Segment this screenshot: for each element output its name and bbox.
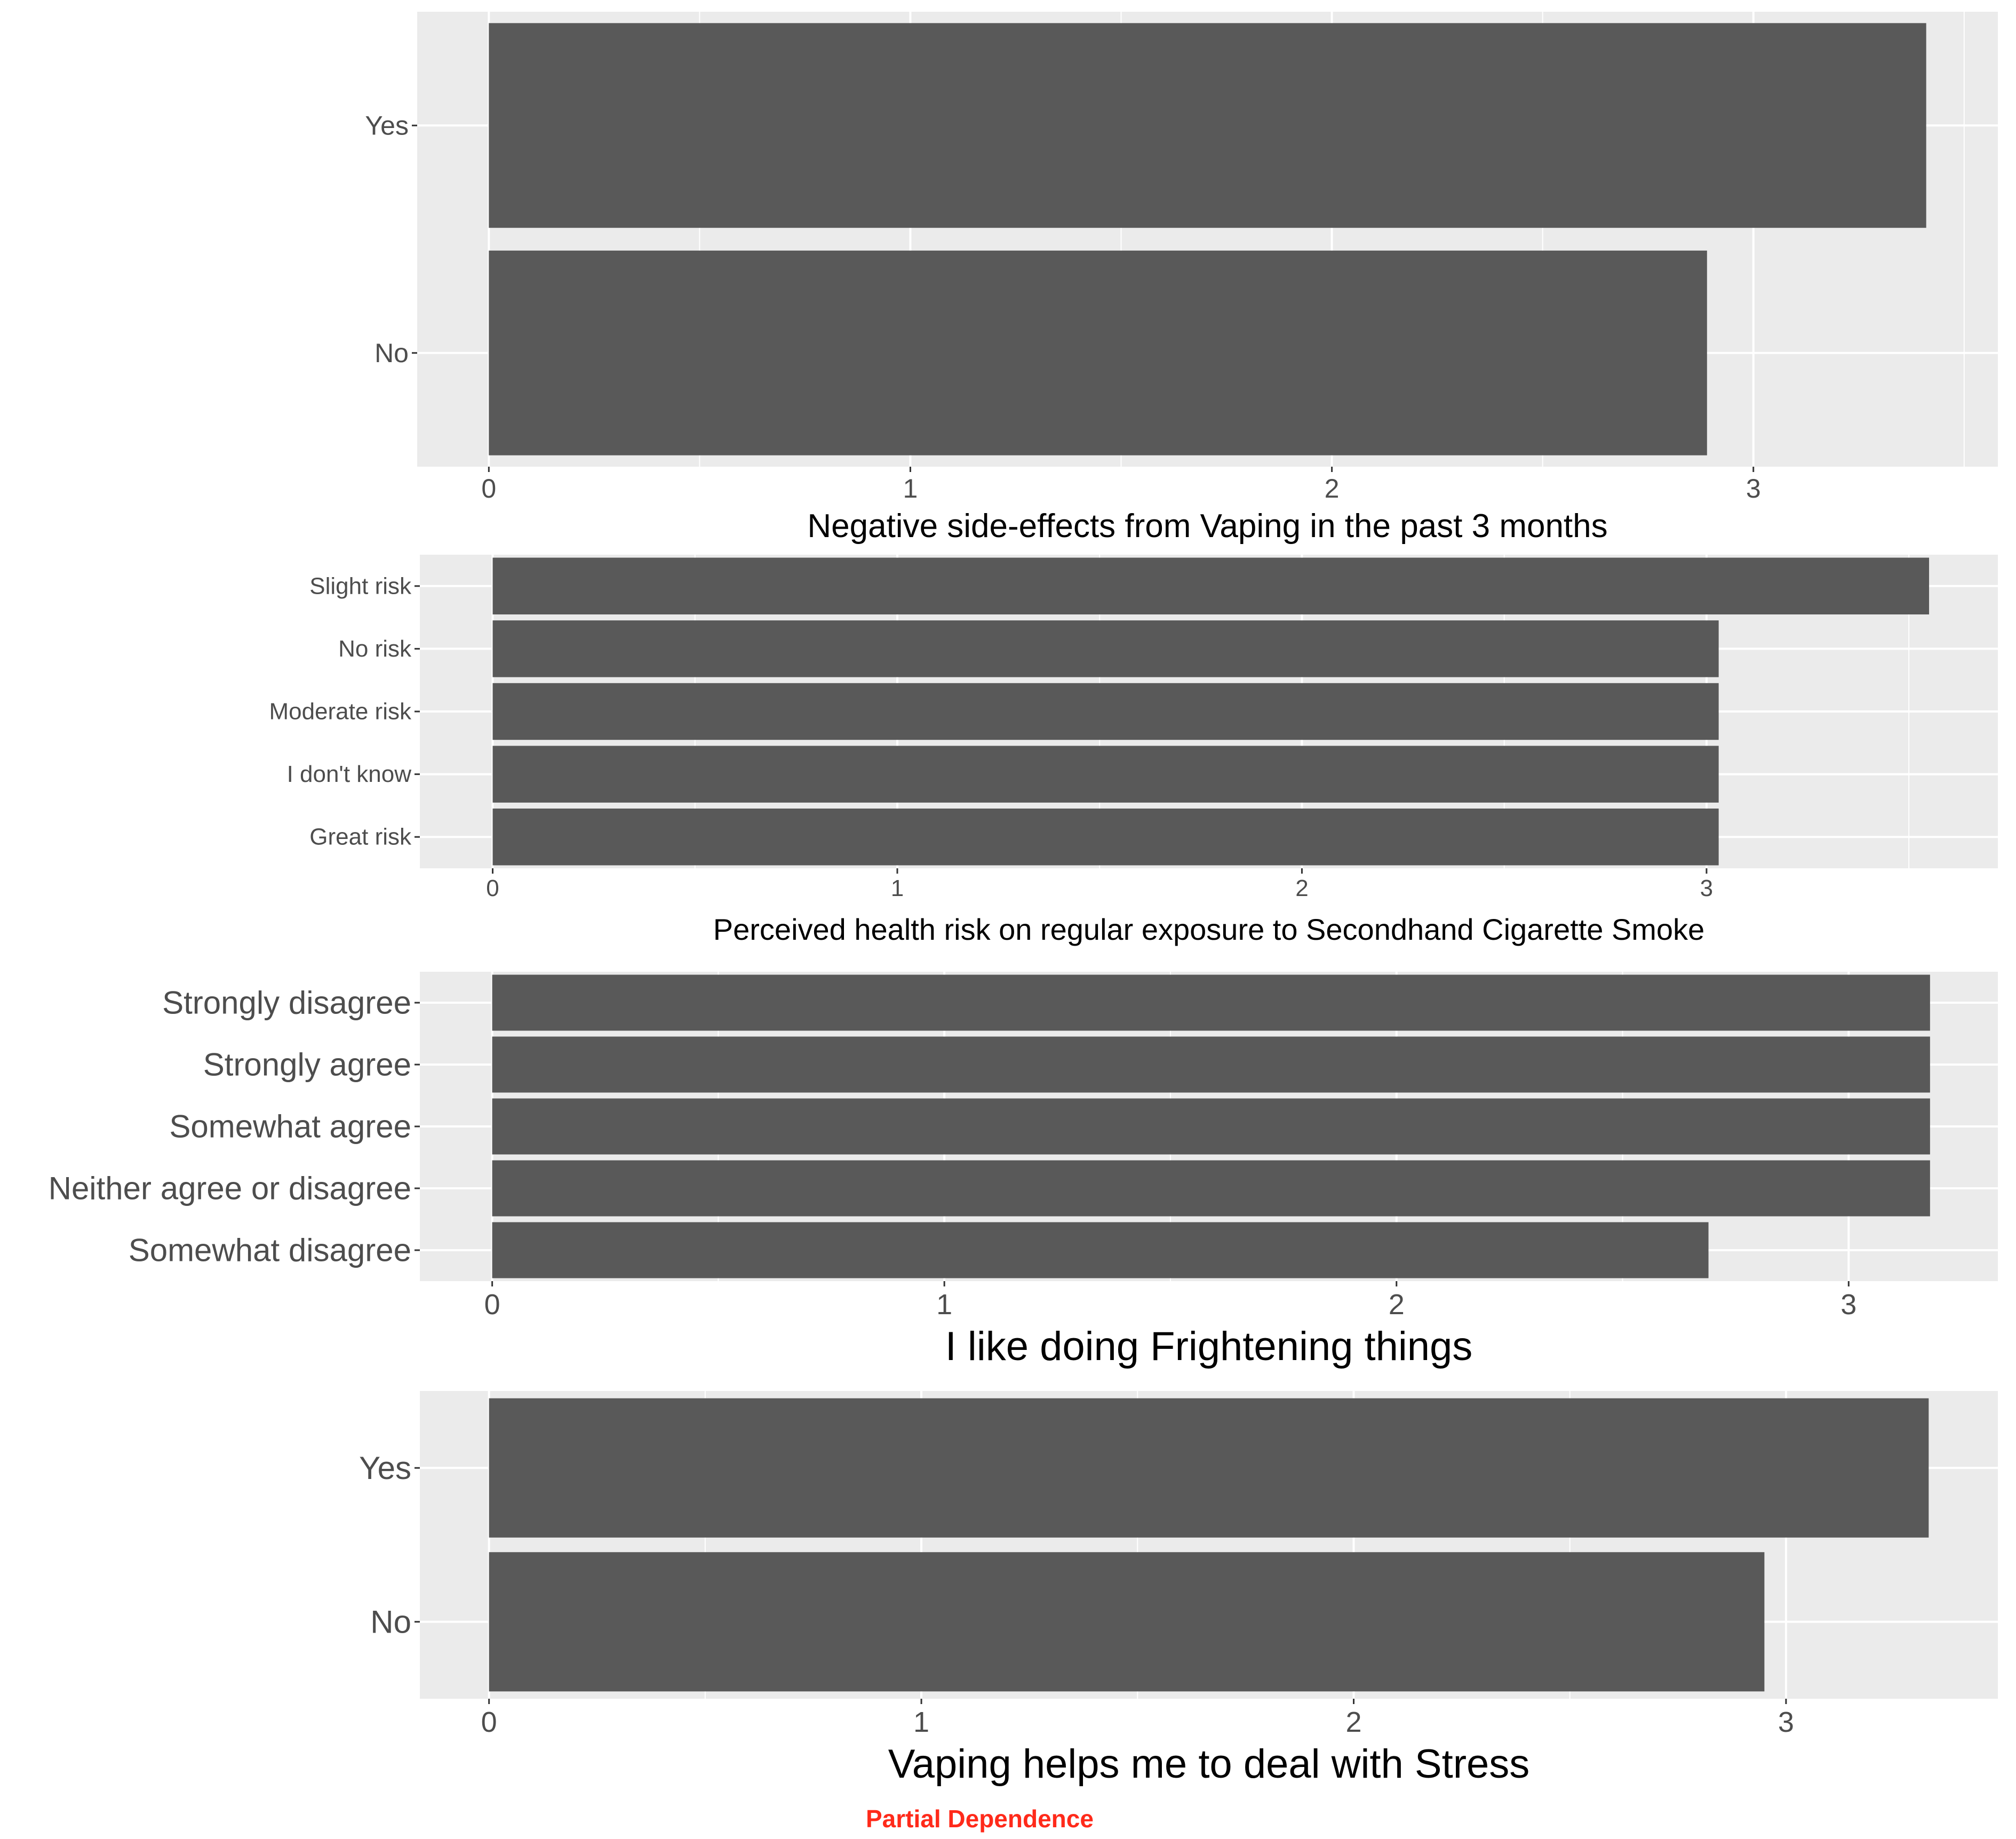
x-axis-title: Negative side-effects from Vaping in the… bbox=[807, 508, 1607, 545]
x-tick-label: 3 bbox=[1746, 474, 1761, 503]
chart-panel-2: Slight risk No risk Moderate risk I don't k… bbox=[269, 555, 1998, 946]
x-tick-label: 0 bbox=[481, 1706, 497, 1738]
y-tick-label: Neither agree or disagree bbox=[49, 1171, 411, 1206]
bar-strongly-agree bbox=[492, 1036, 1930, 1093]
x-tick-label: 0 bbox=[486, 875, 499, 901]
x-tick-label: 0 bbox=[481, 474, 496, 503]
bar-moderate-risk bbox=[492, 683, 1719, 740]
bar-no-risk bbox=[492, 620, 1719, 677]
y-tick-label: Great risk bbox=[309, 824, 412, 850]
y-tick-label: No bbox=[370, 1604, 411, 1640]
bar-yes bbox=[489, 23, 1926, 228]
y-tick-label: Yes bbox=[359, 1450, 411, 1486]
bar-somewhat-disagree bbox=[492, 1222, 1709, 1278]
x-tick-label: 3 bbox=[1778, 1706, 1794, 1738]
y-tick-label: Yes bbox=[365, 110, 409, 140]
bar-i-don-t-know bbox=[492, 746, 1719, 803]
bar-slight-risk bbox=[492, 557, 1930, 615]
bar-yes bbox=[489, 1398, 1929, 1538]
x-tick-label: 0 bbox=[484, 1289, 500, 1321]
chart-panel-1: Yes No 0 1 2 3 Negative side-effects from Vapi… bbox=[365, 12, 1998, 545]
y-tick-label: Strongly disagree bbox=[162, 985, 411, 1021]
y-tick-label: Somewhat agree bbox=[169, 1109, 411, 1145]
x-tick-label: 2 bbox=[1389, 1289, 1405, 1321]
x-tick-label: 2 bbox=[1345, 1706, 1361, 1738]
bar-strongly-disagree bbox=[492, 974, 1930, 1031]
x-tick-label: 1 bbox=[936, 1289, 952, 1321]
bar-neither-agree-or-disagree bbox=[492, 1160, 1930, 1217]
bar-great-risk bbox=[492, 808, 1719, 866]
x-tick-label: 3 bbox=[1840, 1289, 1856, 1321]
x-axis-title: Perceived health risk on regular exposur… bbox=[713, 913, 1704, 946]
x-axis-title: Vaping helps me to deal with Stress bbox=[888, 1741, 1530, 1787]
bar-no bbox=[489, 1552, 1765, 1692]
y-tick-label: Moderate risk bbox=[269, 699, 412, 725]
y-tick-label: Strongly agree bbox=[203, 1047, 411, 1083]
x-tick-label: 2 bbox=[1295, 875, 1308, 901]
x-tick-label: 2 bbox=[1325, 474, 1340, 503]
x-tick-label: 1 bbox=[903, 474, 918, 503]
chart-panel-4: Yes No 0 1 2 3 Vaping helps me to deal with St… bbox=[359, 1391, 1998, 1787]
y-tick-label: No risk bbox=[338, 636, 412, 662]
x-tick-label: 1 bbox=[891, 875, 904, 901]
x-tick-label: 1 bbox=[913, 1706, 929, 1738]
x-tick-label: 3 bbox=[1700, 875, 1713, 901]
y-tick-label: Slight risk bbox=[309, 573, 412, 599]
bar-somewhat-agree bbox=[492, 1098, 1930, 1155]
bar-no bbox=[489, 250, 1707, 455]
y-tick-label: Somewhat disagree bbox=[129, 1233, 411, 1268]
y-tick-label: I don't know bbox=[287, 761, 412, 787]
y-tick-label: No bbox=[374, 338, 409, 368]
footer-label: Partial Dependence bbox=[866, 1805, 1094, 1833]
x-axis-title: I like doing Frightening things bbox=[945, 1324, 1473, 1369]
chart-panel-3: Strongly disagree Strongly agree Somewhat … bbox=[49, 972, 1998, 1369]
